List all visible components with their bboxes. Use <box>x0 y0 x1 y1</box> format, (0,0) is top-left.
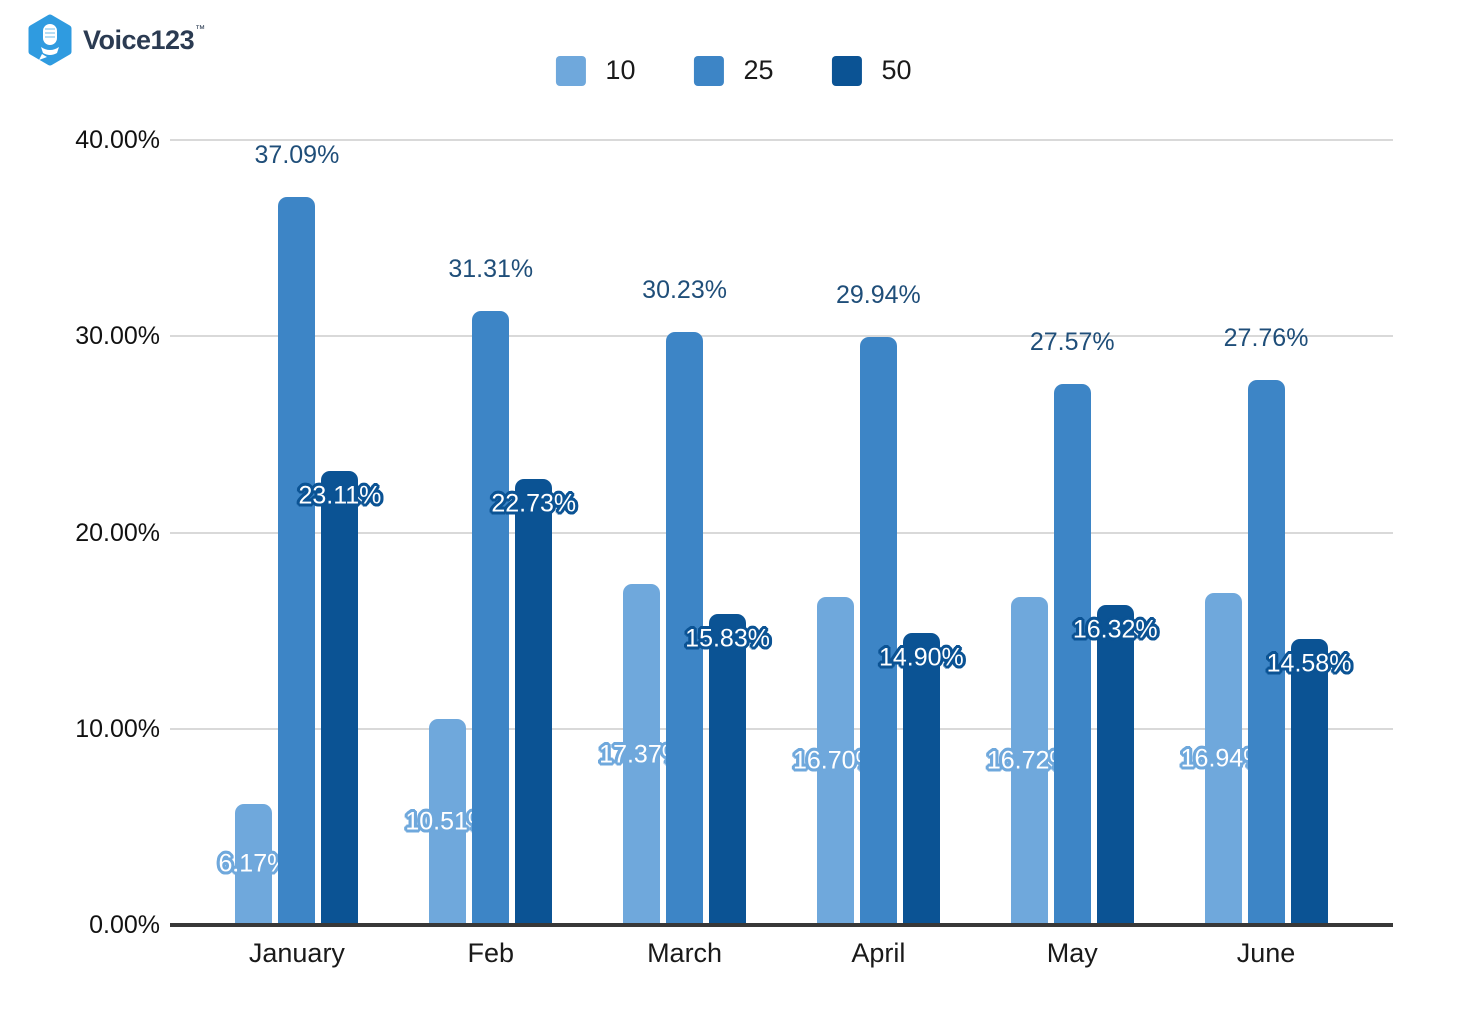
bar-label: 14.90% <box>878 643 964 672</box>
bar-10-june: 16.94% <box>1181 592 1265 925</box>
bar-label: 23.11% <box>298 481 382 510</box>
bar-label: 22.73% <box>491 489 577 518</box>
legend-swatch <box>555 55 586 86</box>
y-tick-label: 40.00% <box>75 126 160 154</box>
legend-item-50: 50 <box>831 55 912 86</box>
y-tick-label: 20.00% <box>75 518 160 547</box>
bar-label: 15.83% <box>685 624 770 653</box>
bar-25-feb: 31.31% <box>448 255 533 925</box>
bar-50-feb: 22.73% <box>491 478 576 925</box>
x-axis-line <box>170 923 1393 927</box>
bar-groups: 6.17% 37.09% 23.11% 10.51% 31.31% 22.73% 17.37… <box>170 140 1393 925</box>
legend-label: 10 <box>605 55 636 85</box>
bar-label: 27.57% <box>1029 327 1115 356</box>
x-tick-label-may: May <box>1046 938 1098 968</box>
bar-group-feb: 10.51% 31.31% 22.73% <box>394 140 588 925</box>
y-axis-labels: 0.00% 10.00% 20.00% 30.00% 40.00% <box>0 0 160 1015</box>
legend-swatch <box>831 55 862 86</box>
x-tick-label-june: June <box>1236 938 1296 968</box>
plot-area: 6.17% 37.09% 23.11% 10.51% 31.31% 22.73% 17.37… <box>170 139 1393 927</box>
bar-10-march: 17.37% <box>599 584 684 925</box>
bar-10-may: 16.72% <box>987 596 1072 925</box>
legend-item-25: 25 <box>693 55 774 86</box>
bar-50-january: 23.11% <box>298 471 381 925</box>
bar-group-april: 16.70% 29.94% 14.90% <box>781 140 975 925</box>
bar-25-january: 37.09% <box>255 141 339 925</box>
bar-group-january: 6.17% 37.09% 23.11% <box>200 140 394 925</box>
bar-label: 31.31% <box>448 254 534 283</box>
bar-50-april: 14.90% <box>879 632 964 925</box>
brand-name: Voice123 <box>83 24 195 55</box>
x-tick-label-january: January <box>248 938 345 968</box>
logo-wordmark: Voice123™ <box>83 24 206 56</box>
voice123-logo: Voice123™ <box>26 14 205 66</box>
x-tick-label-feb: Feb <box>467 938 514 968</box>
legend-swatch <box>693 55 724 86</box>
y-tick-label: 0.00% <box>89 911 160 939</box>
bar-label: 37.09% <box>254 141 340 170</box>
trademark-symbol: ™ <box>195 24 206 36</box>
bar-label: 16.32% <box>1072 615 1158 644</box>
gridline-40 <box>170 139 1393 141</box>
x-axis-labels: January Feb March April May June <box>170 938 1393 969</box>
bar-label: 30.23% <box>642 275 727 304</box>
bar-50-march: 15.83% <box>685 614 770 925</box>
bar-50-june: 14.58% <box>1267 638 1351 925</box>
y-tick-label: 30.00% <box>75 322 160 351</box>
legend-item-10: 10 <box>555 55 635 86</box>
voice123-mic-icon <box>28 14 72 66</box>
legend-label: 25 <box>743 55 774 85</box>
bar-label: 29.94% <box>835 281 921 310</box>
bar-group-may: 16.72% 27.57% 16.32% <box>975 140 1169 925</box>
bar-50-may: 16.32% <box>1073 604 1158 925</box>
bar-group-june: 16.94% 27.76% 14.58% <box>1169 140 1363 925</box>
bar-25-march: 30.23% <box>642 276 727 925</box>
bar-label: 14.58% <box>1266 649 1352 678</box>
gridline-30 <box>170 335 1393 338</box>
y-tick-label: 10.00% <box>75 714 160 743</box>
gridline-20 <box>170 531 1393 534</box>
gridline-10 <box>170 727 1393 730</box>
legend-label: 50 <box>881 55 912 85</box>
chart-legend: 10 25 50 <box>555 55 912 86</box>
bar-10-january: 6.17% <box>218 803 289 925</box>
bar-25-june: 27.76% <box>1224 324 1308 925</box>
bar-label: 27.76% <box>1223 324 1309 353</box>
bar-10-feb: 10.51% <box>405 718 490 925</box>
bar-10-april: 16.70% <box>793 597 878 925</box>
bar-label: 6.17% <box>218 849 290 878</box>
x-tick-label-april: April <box>851 938 906 968</box>
bar-25-april: 29.94% <box>836 281 921 925</box>
x-tick-label-march: March <box>647 938 723 968</box>
bar-group-march: 17.37% 30.23% 15.83% <box>588 140 782 925</box>
bar-25-may: 27.57% <box>1030 328 1115 925</box>
